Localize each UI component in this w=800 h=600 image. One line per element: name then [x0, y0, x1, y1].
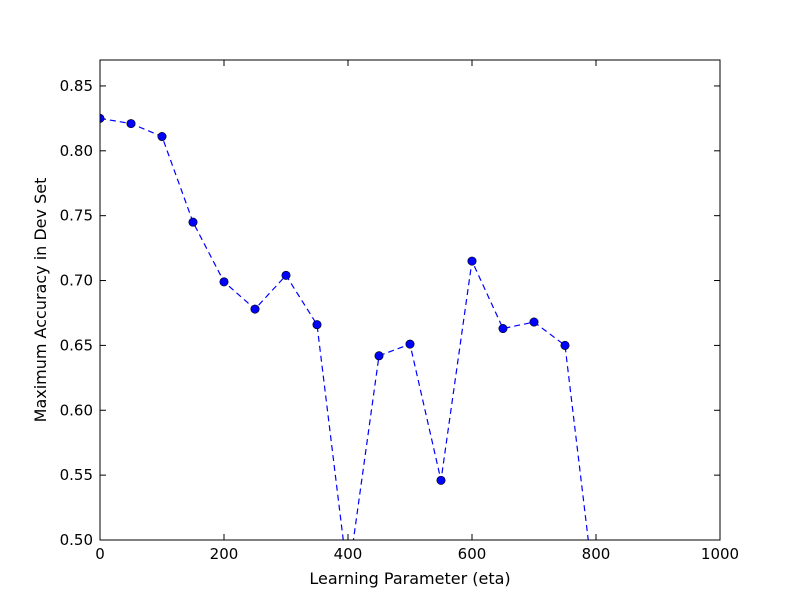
data-point: [560, 340, 570, 350]
y-axis-label: Maximum Accuracy in Dev Set: [31, 178, 50, 423]
data-point: [498, 324, 508, 334]
data-point: [467, 256, 477, 266]
y-tick-label: 0.70: [60, 272, 93, 290]
data-point: [529, 317, 539, 327]
y-tick-label: 0.50: [60, 531, 93, 549]
data-point: [405, 339, 415, 349]
data-point: [250, 304, 260, 314]
data-point: [374, 351, 384, 361]
x-tick-label: 800: [582, 545, 611, 563]
ticks-layer: 0 200 400 600 800 1000 0.50 0.55 0.60 0.65 0.70 0.7…: [60, 60, 739, 563]
y-tick-label: 0.60: [60, 401, 93, 419]
data-point: [219, 277, 229, 287]
y-tick-label: 0.55: [60, 466, 93, 484]
plot-area: [100, 60, 720, 540]
y-tick-label: 0.80: [60, 142, 93, 160]
data-point: [312, 320, 322, 330]
x-tick-label: 0: [95, 545, 105, 563]
y-tick-label: 0.85: [60, 77, 93, 95]
x-tick-label: 1000: [701, 545, 739, 563]
y-tick-label: 0.75: [60, 207, 93, 225]
data-point: [157, 132, 167, 142]
data-point: [281, 270, 291, 280]
x-tick-label: 600: [458, 545, 487, 563]
series-line: [100, 117, 589, 540]
data-point: [126, 119, 136, 129]
series-layer: [100, 113, 589, 540]
plot-frame: [99, 59, 721, 541]
x-tick-label: 400: [334, 545, 363, 563]
data-point: [436, 475, 446, 485]
x-tick-label: 200: [210, 545, 239, 563]
y-tick-label: 0.65: [60, 336, 93, 354]
x-axis-label: Learning Parameter (eta): [309, 569, 510, 588]
data-point: [188, 217, 198, 227]
